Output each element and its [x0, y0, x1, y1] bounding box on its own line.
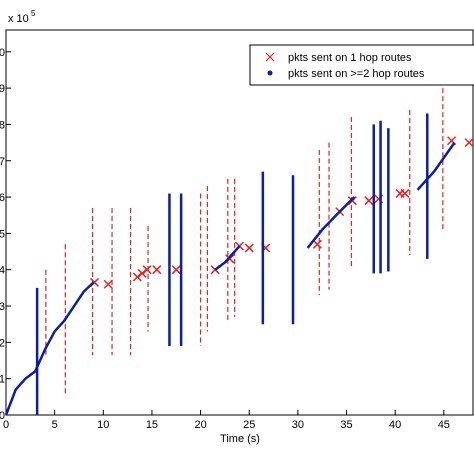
y-tick-label: 7 — [0, 156, 5, 168]
legend-marker — [265, 52, 275, 62]
x-tick-label: 30 — [292, 419, 304, 431]
legend-label: pkts sent on >=2 hop routes — [288, 68, 425, 80]
y-tick-label: 10 — [0, 47, 5, 59]
x-tick-label: 10 — [97, 419, 109, 431]
cross-marker — [171, 265, 181, 275]
x-tick-label: 0 — [3, 419, 9, 431]
y-tick-label: 6 — [0, 192, 5, 204]
cross-marker — [244, 243, 254, 253]
y-tick-label: 5 — [0, 228, 5, 240]
y-exponent-power: 5 — [31, 9, 36, 18]
cross-marker — [400, 188, 410, 198]
cross-marker — [464, 138, 474, 148]
cross-marker — [312, 239, 322, 249]
x-tick-label: 40 — [389, 419, 401, 431]
y-tick-label: 8 — [0, 119, 5, 131]
x-tick-label: 15 — [146, 419, 158, 431]
y-tick-label: 9 — [0, 83, 5, 95]
y-tick-label: 3 — [0, 301, 5, 313]
x-tick-label: 5 — [52, 419, 58, 431]
x-axis-label: Time (s) — [220, 433, 260, 445]
y-tick-label: 2 — [0, 337, 5, 349]
cross-marker — [137, 268, 147, 278]
x-tick-label: 45 — [438, 419, 450, 431]
legend-box — [249, 44, 474, 86]
x-tick-label: 25 — [243, 419, 255, 431]
cross-marker — [142, 265, 152, 275]
x-tick-label: 35 — [340, 419, 352, 431]
x-tick-label: 20 — [194, 419, 206, 431]
legend-marker — [267, 70, 273, 76]
cross-marker — [103, 279, 113, 289]
plot-frame — [5, 29, 474, 416]
dot-line — [4, 141, 456, 416]
cross-marker — [132, 272, 142, 282]
y-tick-label: 4 — [0, 265, 5, 277]
legend-label: pkts sent on 1 hop routes — [288, 52, 412, 64]
plot-area — [4, 88, 474, 416]
y-tick-label: 0 — [0, 410, 5, 422]
cross-marker — [152, 265, 162, 275]
y-exponent: x 10 — [8, 13, 29, 25]
cross-marker — [364, 196, 374, 206]
y-tick-label: 1 — [0, 374, 5, 386]
